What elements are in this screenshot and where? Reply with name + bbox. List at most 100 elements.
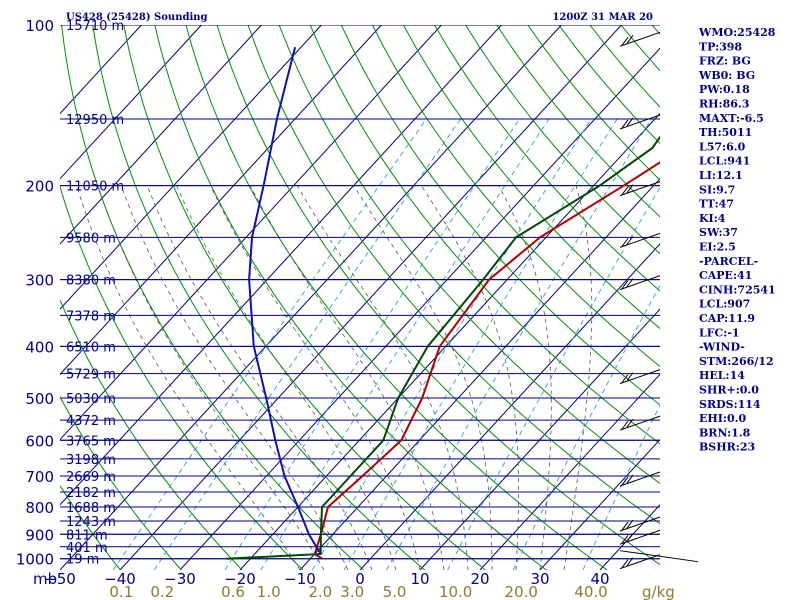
height-label: 11050 m [66, 180, 124, 195]
mixing-ratio-line [582, 404, 660, 570]
dry-adiabat-line [527, 25, 660, 181]
dry-adiabat-line [60, 184, 304, 570]
wind-barb-flag [626, 474, 634, 484]
height-label: 7378 m [66, 309, 116, 324]
pressure-tick-label: 1000 [16, 551, 54, 569]
mixing-ratio-tick-label: 0.2 [150, 583, 174, 600]
pressure-tick-label: 200 [25, 178, 54, 196]
dry-adiabat-line [216, 25, 660, 566]
height-label: 3765 m [66, 434, 116, 449]
height-label: 15710 m [66, 19, 124, 34]
wind-barb-flag [626, 519, 634, 529]
chart-title: US428 (25428) Sounding [66, 12, 208, 23]
wind-barb-flag [621, 186, 629, 195]
dry-adiabat-line [60, 298, 243, 570]
isotherm-line [539, 438, 660, 570]
height-label: 8380 m [66, 274, 116, 289]
isotherm-line [60, 25, 262, 245]
wind-barb-staff [619, 471, 661, 487]
moist-adiabat-line [563, 185, 593, 570]
mixing-ratio-unit-label: g/kg [642, 583, 675, 600]
height-label: 1243 m [66, 515, 116, 530]
index-line: MAXT:-6.5 [699, 112, 764, 125]
wind-barb-flag [626, 418, 634, 428]
wind-barb-staff [619, 369, 661, 385]
index-line: PW:0.18 [699, 83, 750, 96]
temperature-tick-label: 40 [590, 570, 609, 588]
wind-barb-flag [621, 37, 629, 46]
mixing-ratio-tick-label: 3.0 [340, 583, 364, 600]
dry-adiabat-line [434, 25, 660, 292]
height-label: 1688 m [66, 501, 116, 516]
mixing-ratio-line [153, 118, 462, 570]
index-line: -WIND- [699, 341, 745, 354]
dry-adiabat-line [60, 395, 182, 570]
index-line: TP:398 [699, 40, 742, 53]
temperature-tick-label: 0 [355, 570, 365, 588]
mixing-ratio-tick-label: 0.1 [109, 583, 133, 600]
pressure-tick-label: 900 [25, 526, 54, 544]
pressure-tick-label: 500 [25, 390, 54, 408]
wind-barb-flag [626, 184, 634, 193]
index-line: HEL:14 [699, 369, 745, 382]
dry-adiabat-line [123, 25, 486, 570]
wind-barb-staff [619, 529, 661, 545]
height-label: 12950 m [66, 113, 124, 128]
pressure-tick-label: 800 [25, 499, 54, 517]
height-label: 9580 m [66, 231, 116, 246]
moist-adiabat-line [120, 185, 349, 570]
index-line: BRN:1.8 [699, 426, 751, 439]
index-line: CAPE:41 [699, 269, 752, 282]
temperature-tick-label: 30 [530, 570, 549, 588]
surface-wind-line [619, 550, 699, 563]
wind-barb-flag [626, 372, 634, 381]
wind-barb-flag [621, 534, 629, 544]
height-label: 19 m [66, 553, 99, 568]
index-line: SRDS:114 [699, 398, 761, 411]
index-line: LCL:907 [699, 298, 750, 311]
moist-adiabat-line [76, 185, 301, 570]
index-line: FRZ: BG [699, 55, 751, 68]
mixing-ratio-tick-label: 40.0 [574, 583, 607, 600]
dry-adiabat-line [465, 25, 660, 255]
height-label: 5729 m [66, 368, 116, 383]
height-label: 3198 m [66, 453, 116, 468]
mixing-ratio-line [224, 118, 520, 570]
temperature-tick-label: −40 [104, 570, 136, 588]
mixing-ratio-tick-label: 10.0 [439, 583, 472, 600]
wind-barb-flag [626, 557, 634, 566]
dewpoint-profile [226, 135, 660, 560]
wind-barb-staff [619, 181, 661, 197]
isotherm-line [60, 25, 442, 441]
height-label: 2669 m [66, 470, 116, 485]
index-line: LI:12.1 [699, 169, 743, 182]
mixing-ratio-line [112, 118, 427, 570]
index-line: CAP:11.9 [699, 312, 755, 325]
dry-adiabat-line [309, 25, 660, 445]
chart-datetime: 1200Z 31 MAR 20 [552, 12, 653, 23]
isotherm-line [119, 25, 622, 570]
mixing-ratio-tick-label: 0.6 [221, 583, 245, 600]
moist-adiabat-line [353, 185, 493, 570]
pressure-unit-label: mb [33, 570, 57, 588]
index-line: STM:266/12 [699, 355, 774, 368]
wind-barb-flag [621, 238, 629, 247]
isotherm-line [479, 373, 660, 570]
dry-adiabat-line [496, 25, 660, 218]
isotherm-line [60, 25, 382, 376]
moist-adiabat-line [249, 185, 445, 570]
wind-barb-staff [619, 31, 661, 47]
wind-barb-flag [626, 532, 634, 542]
mixing-ratio-tick-label: 1.0 [257, 583, 281, 600]
dry-adiabat-line [278, 25, 660, 485]
profiles [226, 46, 660, 560]
pressure-tick-label: 700 [25, 468, 54, 486]
mixing-ratio-tick-label: 20.0 [505, 583, 538, 600]
isotherm-line [359, 243, 660, 570]
index-line: -PARCEL- [699, 255, 758, 268]
wind-barb-staff [619, 232, 661, 248]
wind-barb-flag [626, 278, 634, 287]
index-line: WMO:25428 [698, 26, 776, 39]
